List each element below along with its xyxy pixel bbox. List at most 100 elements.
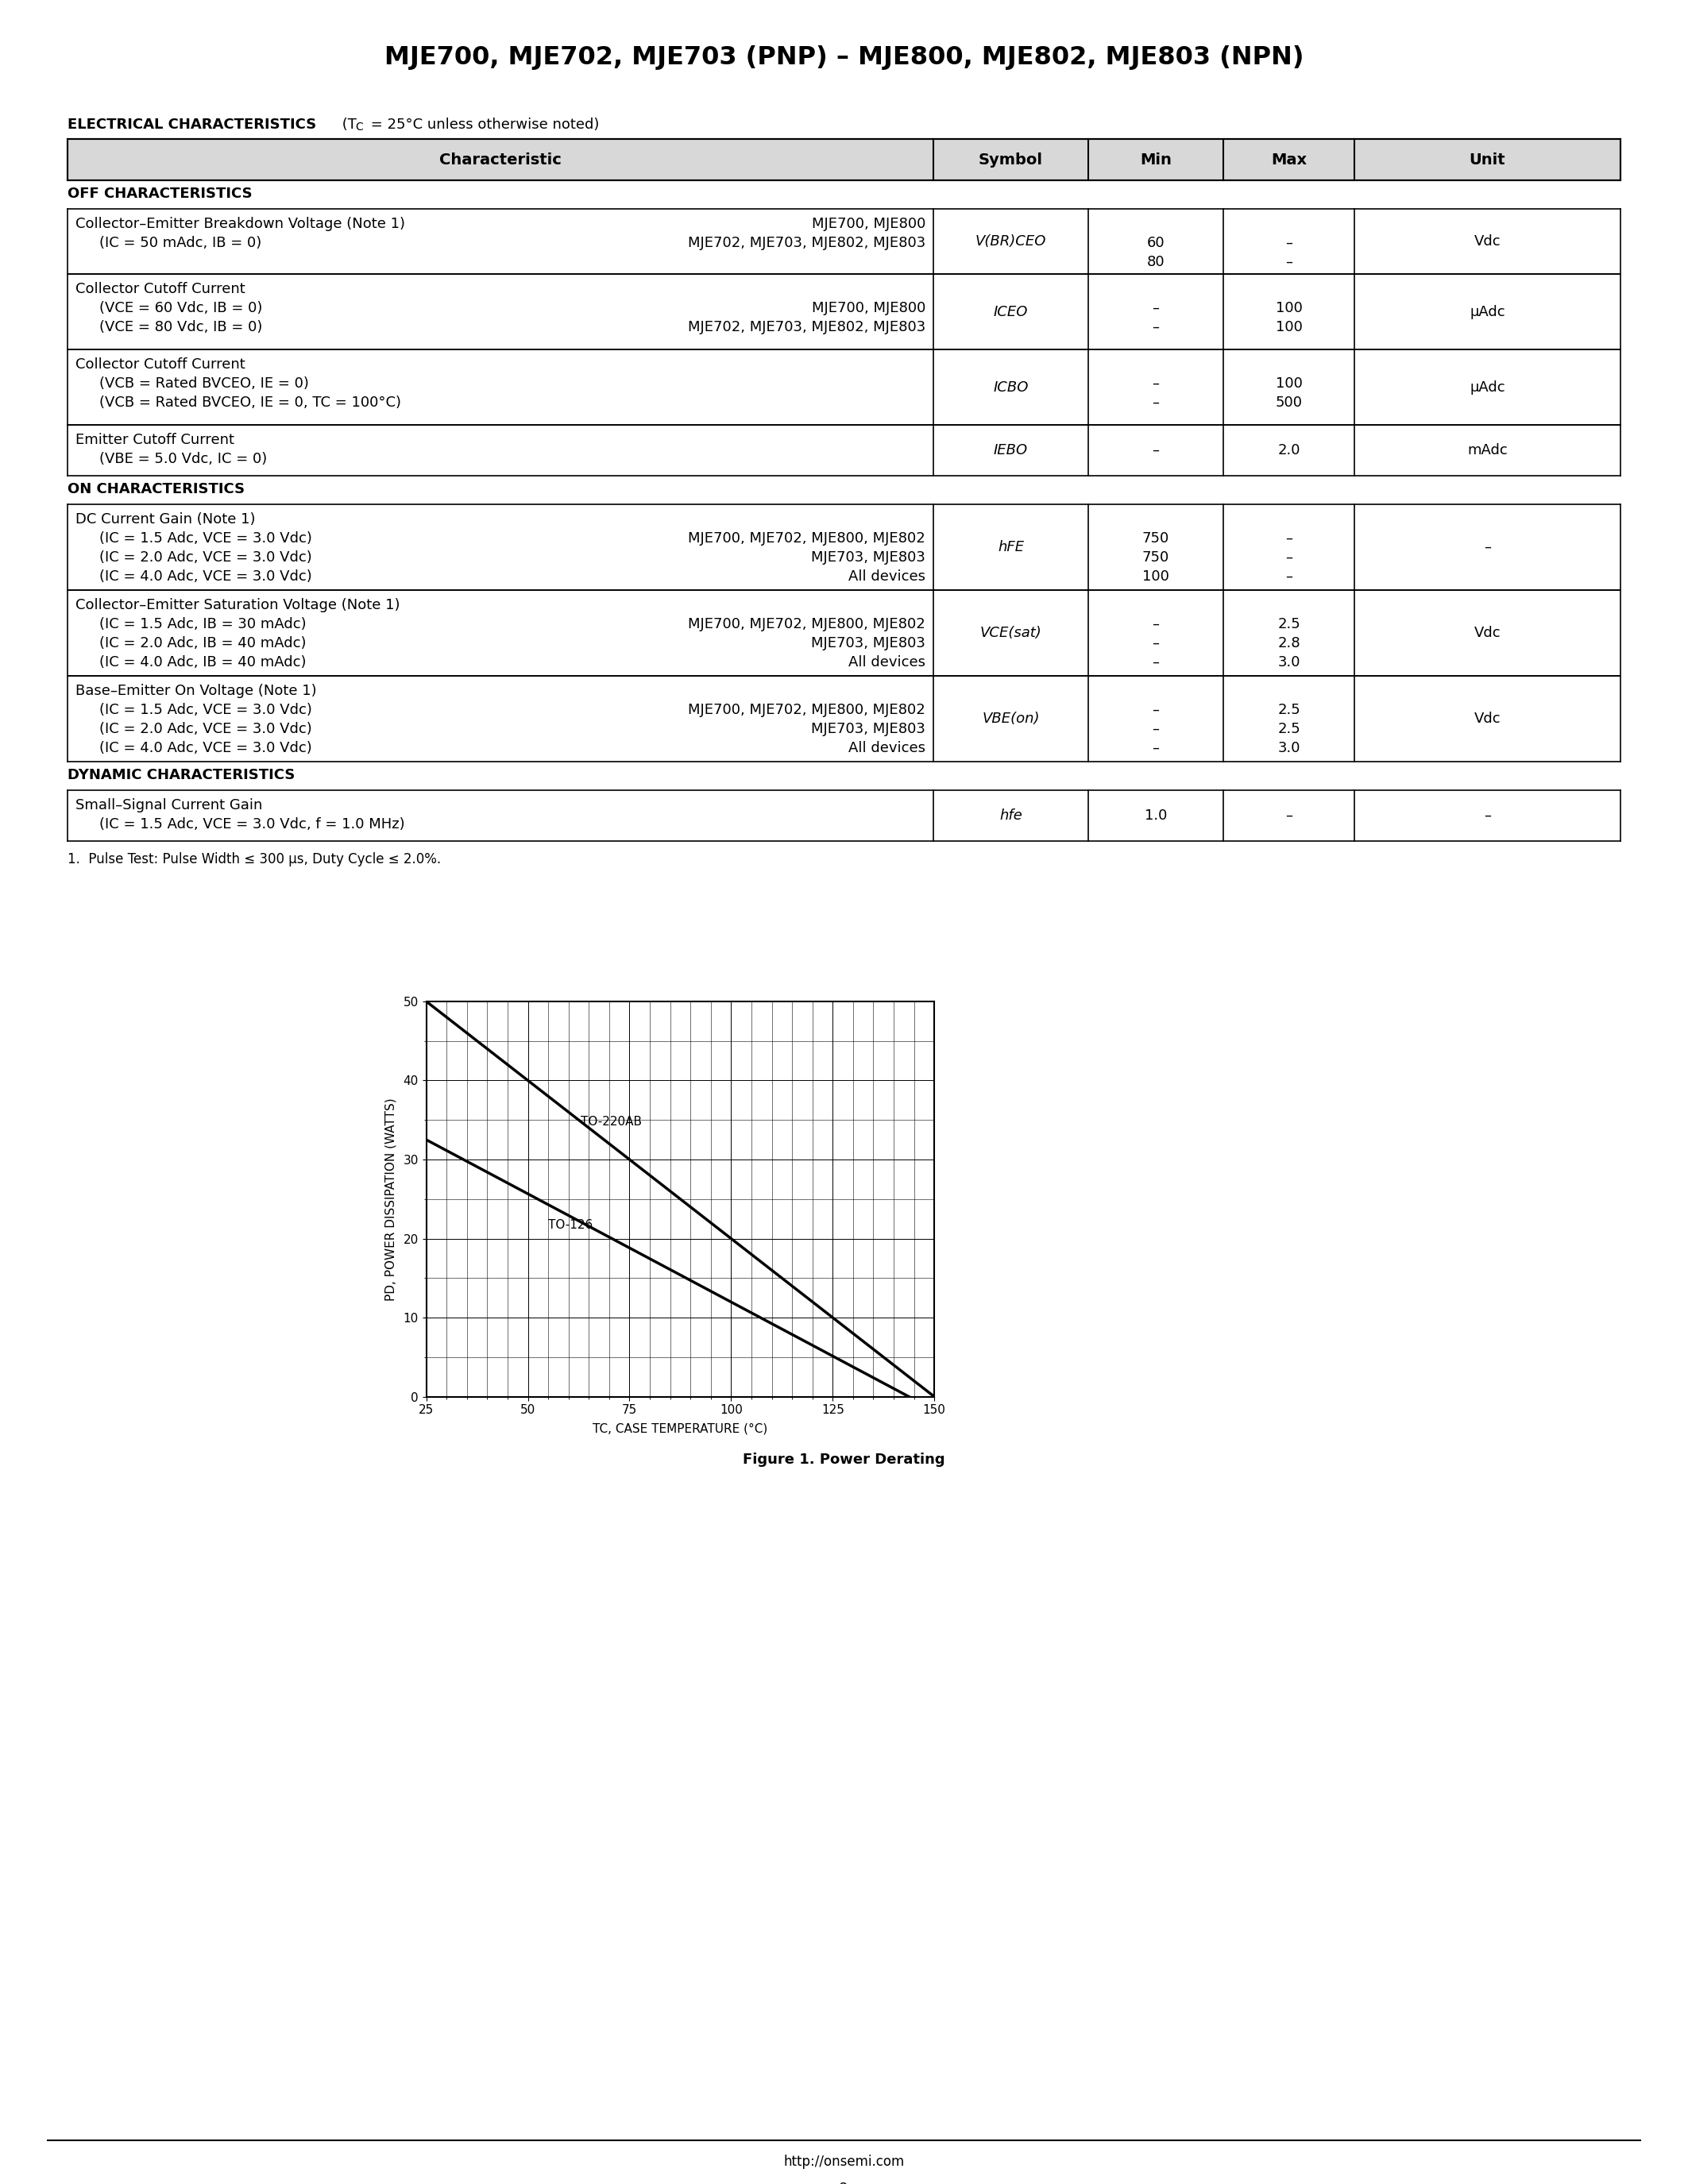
Text: = 25°C unless otherwise noted): = 25°C unless otherwise noted) — [366, 118, 599, 131]
Text: μAdc: μAdc — [1470, 380, 1506, 395]
Text: Min: Min — [1139, 153, 1171, 168]
Text: 2.0: 2.0 — [1278, 443, 1300, 456]
Text: Base–Emitter On Voltage (Note 1): Base–Emitter On Voltage (Note 1) — [76, 684, 317, 699]
Text: 2.5: 2.5 — [1278, 703, 1300, 716]
Text: DYNAMIC CHARACTERISTICS: DYNAMIC CHARACTERISTICS — [68, 769, 295, 782]
Text: Collector–Emitter Breakdown Voltage (Note 1): Collector–Emitter Breakdown Voltage (Not… — [76, 216, 405, 232]
Text: MJE702, MJE703, MJE802, MJE803: MJE702, MJE703, MJE802, MJE803 — [687, 321, 925, 334]
Text: 3.0: 3.0 — [1278, 655, 1300, 670]
Text: 2.8: 2.8 — [1278, 636, 1300, 651]
Text: 2.5: 2.5 — [1278, 618, 1300, 631]
Text: –: – — [1484, 808, 1491, 823]
Text: Max: Max — [1271, 153, 1307, 168]
Text: (VCE = 80 Vdc, IB = 0): (VCE = 80 Vdc, IB = 0) — [100, 321, 262, 334]
Text: (IC = 50 mAdc, IB = 0): (IC = 50 mAdc, IB = 0) — [100, 236, 262, 251]
Text: –: – — [1153, 321, 1160, 334]
Text: 3.0: 3.0 — [1278, 740, 1300, 756]
Text: http://onsemi.com: http://onsemi.com — [783, 2156, 905, 2169]
Text: (VBE = 5.0 Vdc, IC = 0): (VBE = 5.0 Vdc, IC = 0) — [100, 452, 267, 465]
Text: Characteristic: Characteristic — [439, 153, 562, 168]
Text: –: – — [1153, 655, 1160, 670]
Text: MJE703, MJE803: MJE703, MJE803 — [812, 636, 925, 651]
Text: (IC = 4.0 Adc, VCE = 3.0 Vdc): (IC = 4.0 Adc, VCE = 3.0 Vdc) — [100, 740, 312, 756]
Text: ICBO: ICBO — [993, 380, 1028, 395]
Text: –: – — [1153, 740, 1160, 756]
Text: Collector Cutoff Current: Collector Cutoff Current — [76, 358, 245, 371]
Text: ELECTRICAL CHARACTERISTICS: ELECTRICAL CHARACTERISTICS — [68, 118, 316, 131]
Text: –: – — [1153, 723, 1160, 736]
Text: –: – — [1285, 531, 1293, 546]
Text: 1.  Pulse Test: Pulse Width ≤ 300 μs, Duty Cycle ≤ 2.0%.: 1. Pulse Test: Pulse Width ≤ 300 μs, Dut… — [68, 852, 441, 867]
Text: MJE700, MJE702, MJE800, MJE802: MJE700, MJE702, MJE800, MJE802 — [689, 618, 925, 631]
Text: (IC = 2.0 Adc, VCE = 3.0 Vdc): (IC = 2.0 Adc, VCE = 3.0 Vdc) — [100, 723, 312, 736]
Text: (IC = 2.0 Adc, IB = 40 mAdc): (IC = 2.0 Adc, IB = 40 mAdc) — [100, 636, 306, 651]
Text: (VCE = 60 Vdc, IB = 0): (VCE = 60 Vdc, IB = 0) — [100, 301, 262, 314]
Text: 100: 100 — [1276, 376, 1303, 391]
Text: Collector Cutoff Current: Collector Cutoff Current — [76, 282, 245, 297]
Text: –: – — [1153, 443, 1160, 456]
Text: μAdc: μAdc — [1470, 304, 1506, 319]
Text: Symbol: Symbol — [979, 153, 1043, 168]
Text: Unit: Unit — [1469, 153, 1506, 168]
Text: Collector–Emitter Saturation Voltage (Note 1): Collector–Emitter Saturation Voltage (No… — [76, 598, 400, 612]
Text: 100: 100 — [1143, 570, 1170, 583]
Text: MJE703, MJE803: MJE703, MJE803 — [812, 723, 925, 736]
Text: –: – — [1153, 636, 1160, 651]
Text: 60: 60 — [1146, 236, 1165, 251]
Text: TO-220AB: TO-220AB — [581, 1116, 641, 1127]
Text: (IC = 1.5 Adc, VCE = 3.0 Vdc, f = 1.0 MHz): (IC = 1.5 Adc, VCE = 3.0 Vdc, f = 1.0 MH… — [100, 817, 405, 832]
Text: –: – — [1285, 570, 1293, 583]
Text: DC Current Gain (Note 1): DC Current Gain (Note 1) — [76, 513, 255, 526]
Text: Vdc: Vdc — [1474, 627, 1501, 640]
Text: 100: 100 — [1276, 301, 1303, 314]
Text: 2.5: 2.5 — [1278, 723, 1300, 736]
Text: (VCB = Rated BVCEO, IE = 0): (VCB = Rated BVCEO, IE = 0) — [100, 376, 309, 391]
Text: C: C — [354, 122, 363, 133]
Text: (IC = 1.5 Adc, VCE = 3.0 Vdc): (IC = 1.5 Adc, VCE = 3.0 Vdc) — [100, 703, 312, 716]
Y-axis label: PD, POWER DISSIPATION (WATTS): PD, POWER DISSIPATION (WATTS) — [385, 1099, 397, 1299]
Text: VBE(on): VBE(on) — [982, 712, 1040, 725]
Text: MJE703, MJE803: MJE703, MJE803 — [812, 550, 925, 566]
Text: MJE702, MJE703, MJE802, MJE803: MJE702, MJE703, MJE802, MJE803 — [687, 236, 925, 251]
Text: Vdc: Vdc — [1474, 234, 1501, 249]
Text: MJE700, MJE702, MJE703 (PNP) – MJE800, MJE802, MJE803 (NPN): MJE700, MJE702, MJE703 (PNP) – MJE800, M… — [385, 46, 1303, 70]
X-axis label: TC, CASE TEMPERATURE (°C): TC, CASE TEMPERATURE (°C) — [592, 1424, 768, 1435]
Text: 2: 2 — [841, 2182, 849, 2184]
Text: 80: 80 — [1146, 256, 1165, 269]
Text: –: – — [1285, 550, 1293, 566]
Text: (IC = 2.0 Adc, VCE = 3.0 Vdc): (IC = 2.0 Adc, VCE = 3.0 Vdc) — [100, 550, 312, 566]
Text: –: – — [1153, 618, 1160, 631]
Text: Small–Signal Current Gain: Small–Signal Current Gain — [76, 797, 262, 812]
Text: ON CHARACTERISTICS: ON CHARACTERISTICS — [68, 483, 245, 496]
Text: IEBO: IEBO — [994, 443, 1028, 456]
Text: MJE700, MJE702, MJE800, MJE802: MJE700, MJE702, MJE800, MJE802 — [689, 531, 925, 546]
Text: VCE(sat): VCE(sat) — [981, 627, 1041, 640]
Text: (IC = 1.5 Adc, IB = 30 mAdc): (IC = 1.5 Adc, IB = 30 mAdc) — [100, 618, 306, 631]
Text: Vdc: Vdc — [1474, 712, 1501, 725]
Text: (IC = 4.0 Adc, IB = 40 mAdc): (IC = 4.0 Adc, IB = 40 mAdc) — [100, 655, 306, 670]
Text: All devices: All devices — [849, 740, 925, 756]
Text: (VCB = Rated BVCEO, IE = 0, TC = 100°C): (VCB = Rated BVCEO, IE = 0, TC = 100°C) — [100, 395, 402, 411]
Text: –: – — [1153, 376, 1160, 391]
Text: TO-126: TO-126 — [549, 1219, 592, 1230]
Text: 750: 750 — [1143, 550, 1170, 566]
Text: (IC = 4.0 Adc, VCE = 3.0 Vdc): (IC = 4.0 Adc, VCE = 3.0 Vdc) — [100, 570, 312, 583]
Text: All devices: All devices — [849, 570, 925, 583]
Text: Emitter Cutoff Current: Emitter Cutoff Current — [76, 432, 235, 448]
Text: ICEO: ICEO — [994, 304, 1028, 319]
Text: MJE700, MJE702, MJE800, MJE802: MJE700, MJE702, MJE800, MJE802 — [689, 703, 925, 716]
Text: (IC = 1.5 Adc, VCE = 3.0 Vdc): (IC = 1.5 Adc, VCE = 3.0 Vdc) — [100, 531, 312, 546]
Text: All devices: All devices — [849, 655, 925, 670]
Text: hfe: hfe — [999, 808, 1023, 823]
Text: –: – — [1153, 395, 1160, 411]
Text: 1.0: 1.0 — [1144, 808, 1166, 823]
Text: –: – — [1285, 808, 1293, 823]
Text: –: – — [1484, 539, 1491, 555]
Bar — [68, 140, 1620, 181]
Text: –: – — [1285, 236, 1293, 251]
Text: MJE700, MJE800: MJE700, MJE800 — [812, 301, 925, 314]
Text: hFE: hFE — [998, 539, 1025, 555]
Text: (T: (T — [338, 118, 356, 131]
Text: mAdc: mAdc — [1467, 443, 1507, 456]
Text: 500: 500 — [1276, 395, 1303, 411]
